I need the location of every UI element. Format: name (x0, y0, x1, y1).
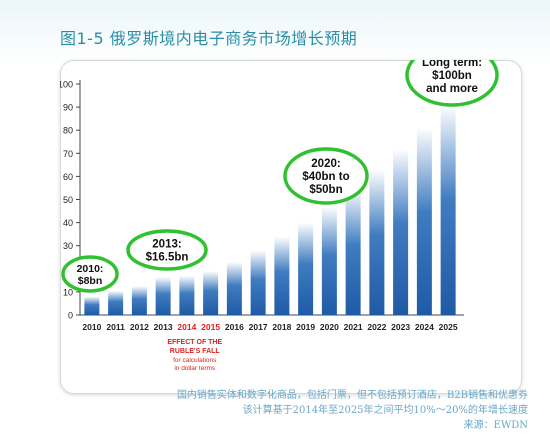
y-tick-label: 80 (63, 126, 73, 136)
y-tick-label: 30 (63, 241, 73, 251)
callout-ring-2013 (126, 229, 208, 271)
title-bar (0, 0, 550, 62)
bar-2024 (416, 127, 432, 315)
bar-2025 (440, 104, 456, 315)
y-tick-label: 40 (63, 218, 73, 228)
bar-2016 (226, 261, 242, 315)
callout-label-2025: Long term: (422, 60, 482, 69)
y-tick-label: 10 (63, 287, 73, 297)
bar-chart: 0102030405060708090100201020112012201320… (60, 60, 499, 372)
bar-2018 (274, 236, 290, 315)
y-tick-label: 0 (68, 311, 73, 321)
footnote-method: 该计算基于2014年至2025年之间平均10%～20%的年增长速度 (242, 405, 528, 416)
bar-2023 (393, 148, 409, 315)
annotation-heading: EFFECT OF THE (167, 339, 222, 346)
x-tick-label: 2013 (154, 322, 173, 332)
callout-label-2020: $50bn (309, 184, 342, 196)
footnote-scope: 国内销售实体和数字化商品，包括门票，但不包括预订酒店，B2B销售和优惠券 (176, 390, 528, 401)
x-tick-label: 2020 (320, 322, 339, 332)
callout-label-2025: $100bn (432, 70, 472, 82)
x-tick-label: 2010 (82, 322, 101, 332)
y-tick-label: 60 (63, 172, 73, 182)
x-tick-label: 2019 (296, 322, 315, 332)
bar-2010 (84, 296, 100, 315)
callout-label-2025: and more (426, 83, 478, 95)
footnote-source: 来源：EWDN (463, 420, 528, 431)
bar-2021 (345, 187, 361, 315)
x-tick-label: 2021 (344, 322, 363, 332)
callout-ring-2010 (61, 255, 119, 293)
callout-label-2010: 2010: (77, 263, 104, 275)
callout-label-2020: $40bn to (302, 171, 349, 183)
y-tick-label: 70 (63, 149, 73, 159)
callout-label-2013: 2013: (152, 239, 181, 251)
callout-ring-2020 (283, 147, 369, 205)
y-tick-label: 50 (63, 195, 73, 205)
annotation-heading: RUBLE'S FALL (170, 348, 221, 355)
bar-2012 (131, 286, 147, 315)
annotation-sub: in dollar terms (174, 365, 216, 372)
bar-2015 (203, 271, 219, 315)
x-tick-label: 2023 (391, 322, 410, 332)
x-tick-label: 2015 (201, 322, 220, 332)
y-tick-label: 90 (63, 103, 73, 113)
bar-2019 (298, 222, 314, 315)
bar-2022 (369, 169, 385, 315)
x-tick-label: 2017 (249, 322, 268, 332)
annotation-sub: for calculations (173, 357, 217, 364)
bar-2011 (108, 290, 124, 315)
footnotes: 国内销售实体和数字化商品，包括门票，但不包括预订酒店，B2B销售和优惠券 该计算… (48, 388, 528, 433)
callout-label-2010: $8bn (78, 275, 103, 287)
x-tick-label: 2025 (439, 322, 458, 332)
bar-2014 (179, 275, 195, 315)
figure-title: 图1-5 俄罗斯境内电子商务市场增长预期 (60, 25, 357, 49)
x-tick-label: 2024 (415, 322, 434, 332)
x-tick-label: 2016 (225, 322, 244, 332)
callout-ring-2025 (405, 60, 499, 107)
x-tick-label: 2018 (272, 322, 291, 332)
bar-2013 (155, 276, 171, 315)
bar-2020 (321, 206, 337, 315)
callout-label-2013: $16.5bn (146, 252, 189, 264)
figure-title-text: 俄罗斯境内电子商务市场增长预期 (109, 29, 358, 48)
x-tick-label: 2014 (177, 322, 196, 332)
x-tick-label: 2012 (130, 322, 149, 332)
bar-2017 (250, 250, 266, 315)
y-tick-label: 100 (60, 80, 73, 90)
figure-number: 图1-5 (60, 29, 105, 48)
x-tick-label: 2011 (106, 322, 125, 332)
callout-label-2020: 2020: (311, 158, 340, 170)
x-tick-label: 2022 (367, 322, 386, 332)
